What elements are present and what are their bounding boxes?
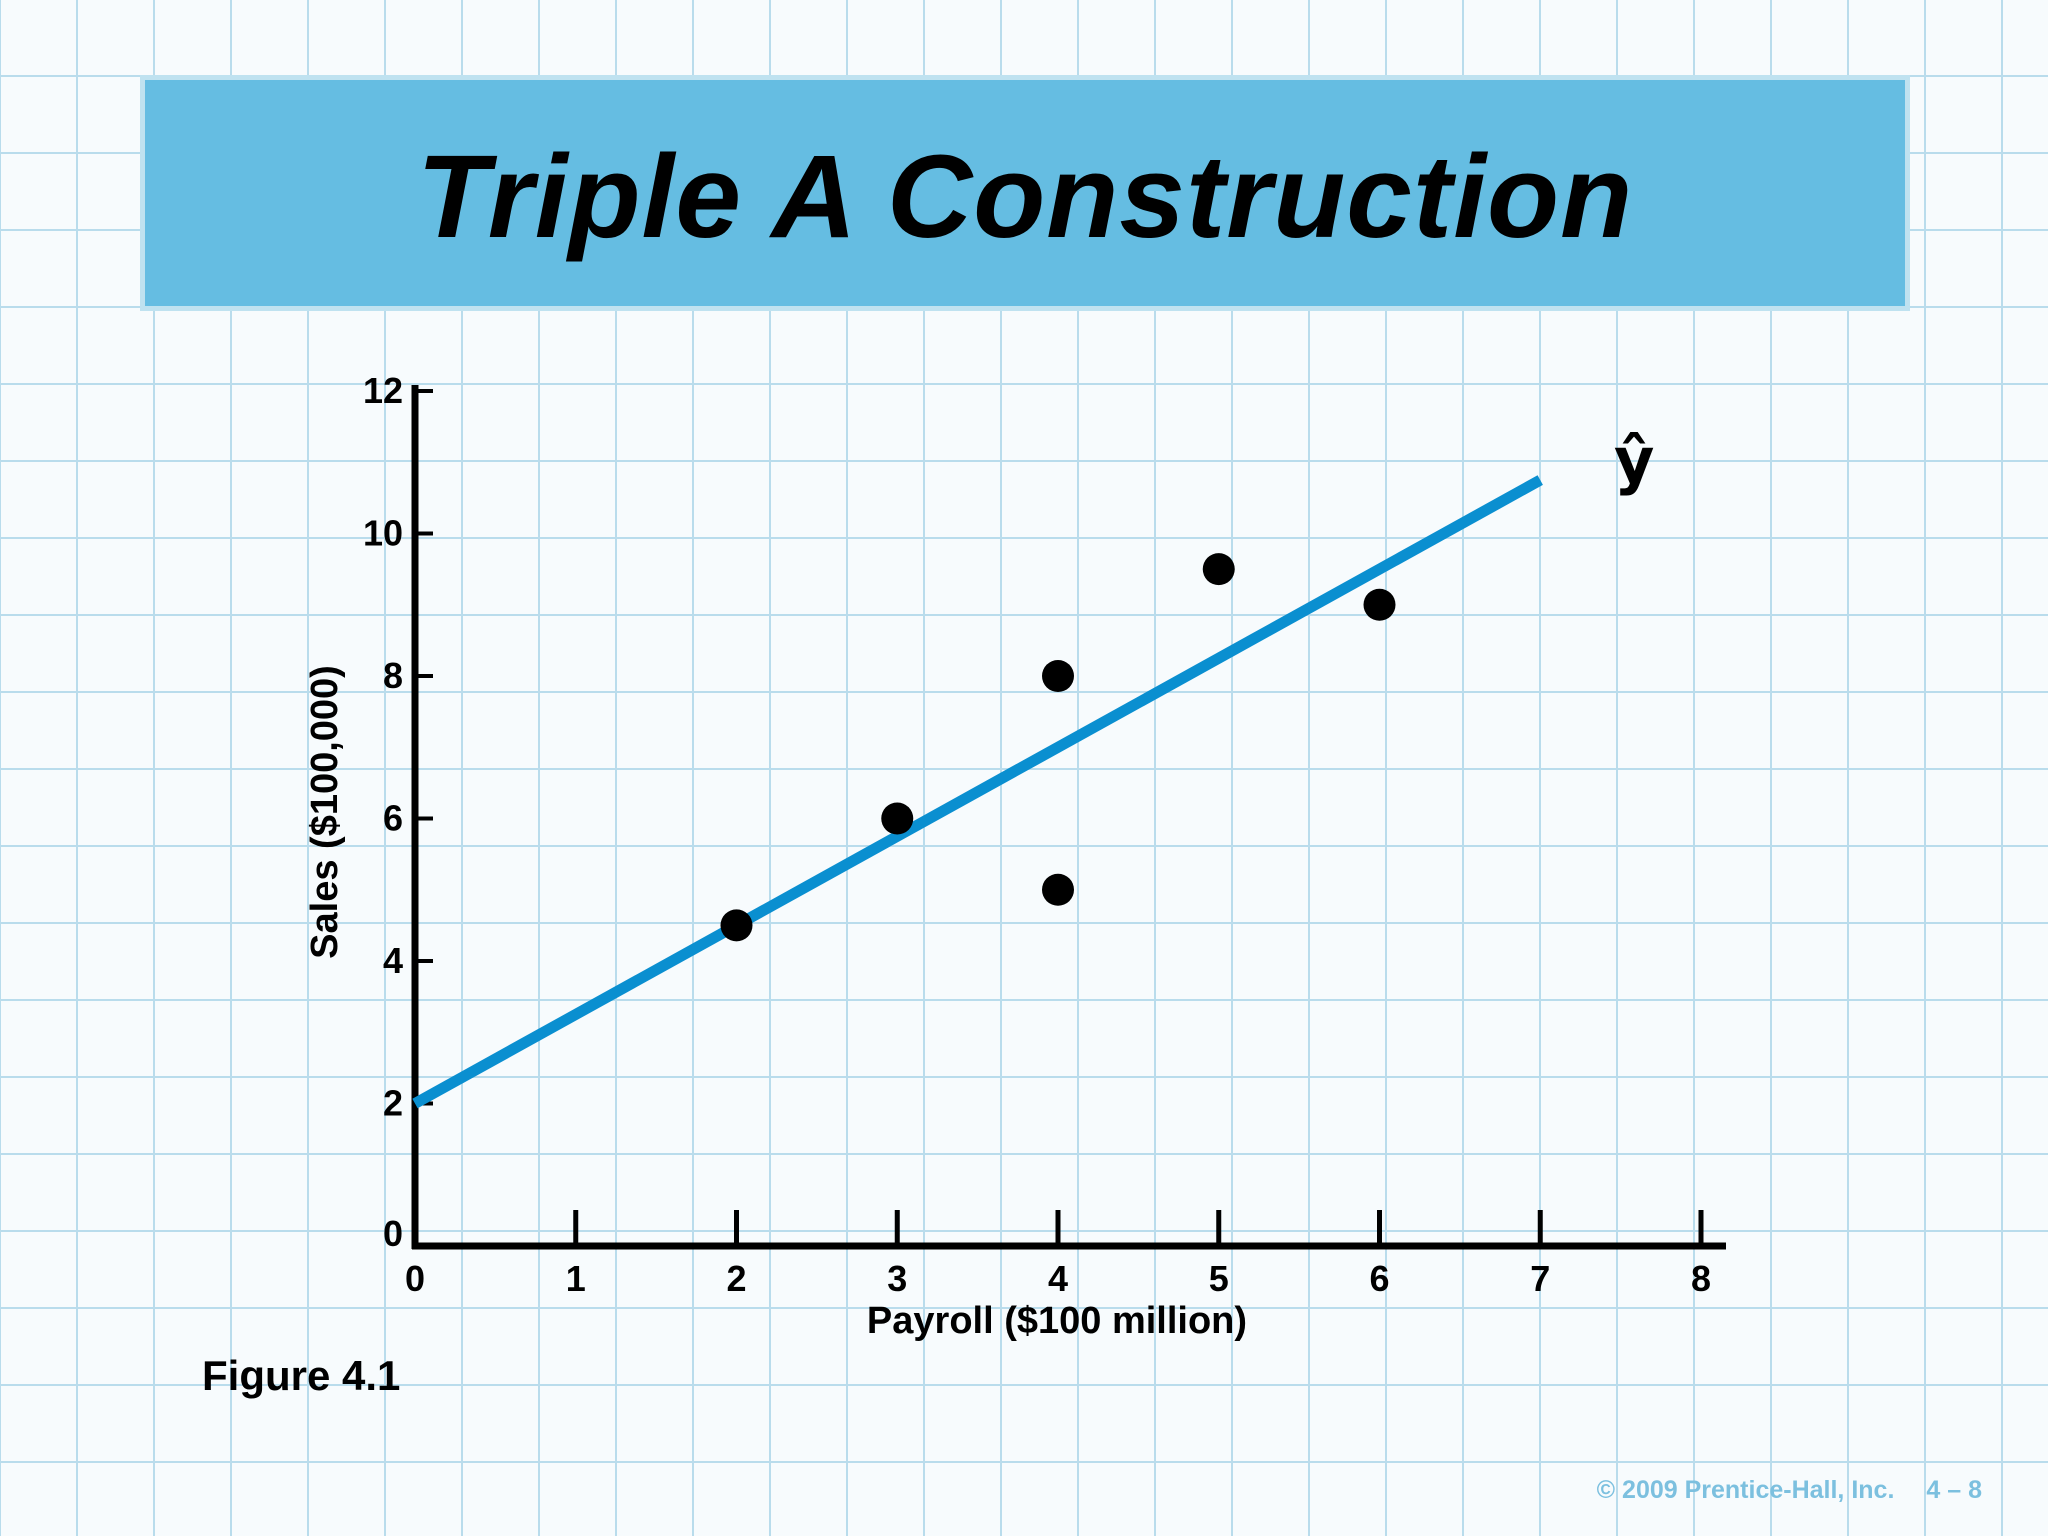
y-tick-label: 0 xyxy=(383,1213,403,1254)
y-tick-label: 2 xyxy=(383,1083,403,1124)
x-tick-label: 1 xyxy=(566,1258,586,1299)
y-axis-title: Sales ($100,000) xyxy=(304,665,346,959)
x-tick-label: 8 xyxy=(1691,1258,1711,1299)
title-banner: Triple A Construction xyxy=(140,75,1910,311)
y-tick-label: 6 xyxy=(383,798,403,839)
y-tick-label: 12 xyxy=(363,370,403,411)
regression-label: ŷ xyxy=(1614,424,1654,497)
figure-label: Figure 4.1 xyxy=(202,1352,401,1399)
data-points xyxy=(720,553,1396,942)
x-tick-label: 0 xyxy=(405,1258,425,1299)
x-tick-label: 3 xyxy=(887,1258,907,1299)
x-tick-label: 7 xyxy=(1530,1258,1550,1299)
x-tick-label: 2 xyxy=(726,1258,746,1299)
y-tick-label: 4 xyxy=(383,940,403,981)
chart-axes xyxy=(411,385,1726,1250)
y-tick-label: 8 xyxy=(383,655,403,696)
y-tick-label: 10 xyxy=(363,513,403,554)
page-number: 4 – 8 xyxy=(1926,1476,1982,1504)
data-point xyxy=(1363,588,1396,621)
footer: © 2009 Prentice-Hall, Inc. 4 – 8 xyxy=(1597,1476,1982,1505)
data-point xyxy=(720,909,753,942)
data-point xyxy=(1202,553,1235,586)
data-point xyxy=(881,802,914,835)
slide-title: Triple A Construction xyxy=(416,131,1634,263)
data-point xyxy=(1042,873,1074,906)
x-tick-label: 6 xyxy=(1369,1258,1389,1299)
data-point xyxy=(1042,660,1074,692)
x-axis-title: Payroll ($100 million) xyxy=(867,1300,1247,1342)
x-tick-label: 5 xyxy=(1209,1258,1229,1299)
copyright-text: © 2009 Prentice-Hall, Inc. xyxy=(1596,1476,1895,1504)
x-tick-label: 4 xyxy=(1048,1258,1068,1299)
regression-line xyxy=(412,475,1543,1109)
regression-layer: ŷ xyxy=(412,424,1654,1109)
